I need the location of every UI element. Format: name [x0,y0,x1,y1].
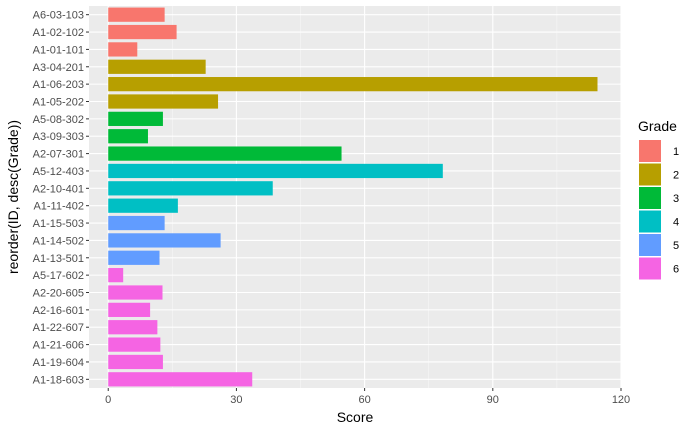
legend-key-6 [639,257,661,280]
x-axis-ticks: 0 30 60 90 120 [105,388,630,406]
y-tick-label: A5-12-403 [33,166,84,178]
y-tick-label: A6-03-103 [33,10,84,22]
bar-A1-13-501 [108,250,160,265]
y-tick-label: A1-22-607 [33,322,84,334]
legend-key-4 [639,210,661,233]
bar-A2-10-401 [108,181,273,196]
legend-label-6: 6 [673,264,679,276]
bar-A2-20-605 [108,285,163,300]
bar-A2-16-601 [108,302,151,317]
x-tick-label: 60 [358,394,370,406]
bar-A2-07-301 [108,146,342,161]
x-tick-label: 30 [230,394,242,406]
legend: 1 2 3 4 5 6 [639,140,679,280]
bar-A1-19-604 [108,354,163,370]
y-axis-ticks: A6-03-103 A1-02-102 A1-01-101 A3-04-201 A1-0… [33,10,89,386]
legend-label-5: 5 [673,240,679,252]
bars-group [108,7,598,387]
x-tick-label: 90 [487,394,499,406]
bar-A1-01-101 [108,42,138,57]
legend-label-3: 3 [673,193,679,205]
y-tick-label: A2-07-301 [33,149,84,161]
bar-A3-09-303 [108,129,148,144]
legend-label-1: 1 [673,146,679,158]
bar-A1-11-402 [108,198,178,213]
legend-key-3 [639,187,661,209]
y-tick-label: A1-11-402 [33,201,84,213]
y-tick-label: A1-14-502 [33,235,84,247]
bar-A1-18-603 [108,372,253,387]
legend-label-2: 2 [673,170,679,182]
legend-title: Grade [638,118,677,134]
bar-A6-03-103 [108,7,165,22]
y-tick-label: A5-17-602 [33,270,84,282]
x-tick-label: 0 [105,394,111,406]
y-tick-label: A1-13-501 [33,253,84,265]
y-tick-label: A1-19-604 [33,357,84,369]
y-tick-label: A3-04-201 [33,62,84,74]
x-tick-label: 120 [612,394,630,406]
legend-label-4: 4 [673,217,679,229]
legend-key-2 [639,163,661,186]
y-tick-label: A2-20-605 [33,288,84,300]
bar-A1-14-502 [108,233,221,248]
bar-A1-21-606 [108,337,161,352]
x-axis-title: Score [337,409,374,425]
bar-A5-12-403 [108,163,443,179]
bar-A1-02-102 [108,24,177,40]
bar-A1-22-607 [108,320,158,335]
bar-A1-05-202 [108,94,219,109]
y-tick-label: A3-09-303 [33,131,84,143]
legend-key-5 [639,234,661,256]
bar-A5-17-602 [108,268,124,283]
y-tick-label: A2-10-401 [33,183,84,195]
bar-A5-08-302 [108,111,163,126]
y-tick-label: A2-16-601 [33,305,84,317]
legend-key-1 [639,140,661,162]
bar-A3-04-201 [108,59,206,74]
y-tick-label: A5-08-302 [33,114,84,126]
y-tick-label: A1-01-101 [33,44,84,56]
y-tick-label: A1-21-606 [33,340,84,352]
y-tick-label: A1-05-202 [33,97,84,109]
y-tick-label: A1-02-102 [33,27,84,39]
bar-A1-15-503 [108,215,165,231]
y-tick-label: A1-15-503 [33,218,84,230]
bar-A1-06-203 [108,77,598,92]
y-tick-label: A1-18-603 [33,374,84,386]
major-gridlines [89,6,622,388]
y-tick-label: A1-06-203 [33,79,84,91]
y-axis-title: reorder(ID, desc(Grade)) [5,120,21,274]
